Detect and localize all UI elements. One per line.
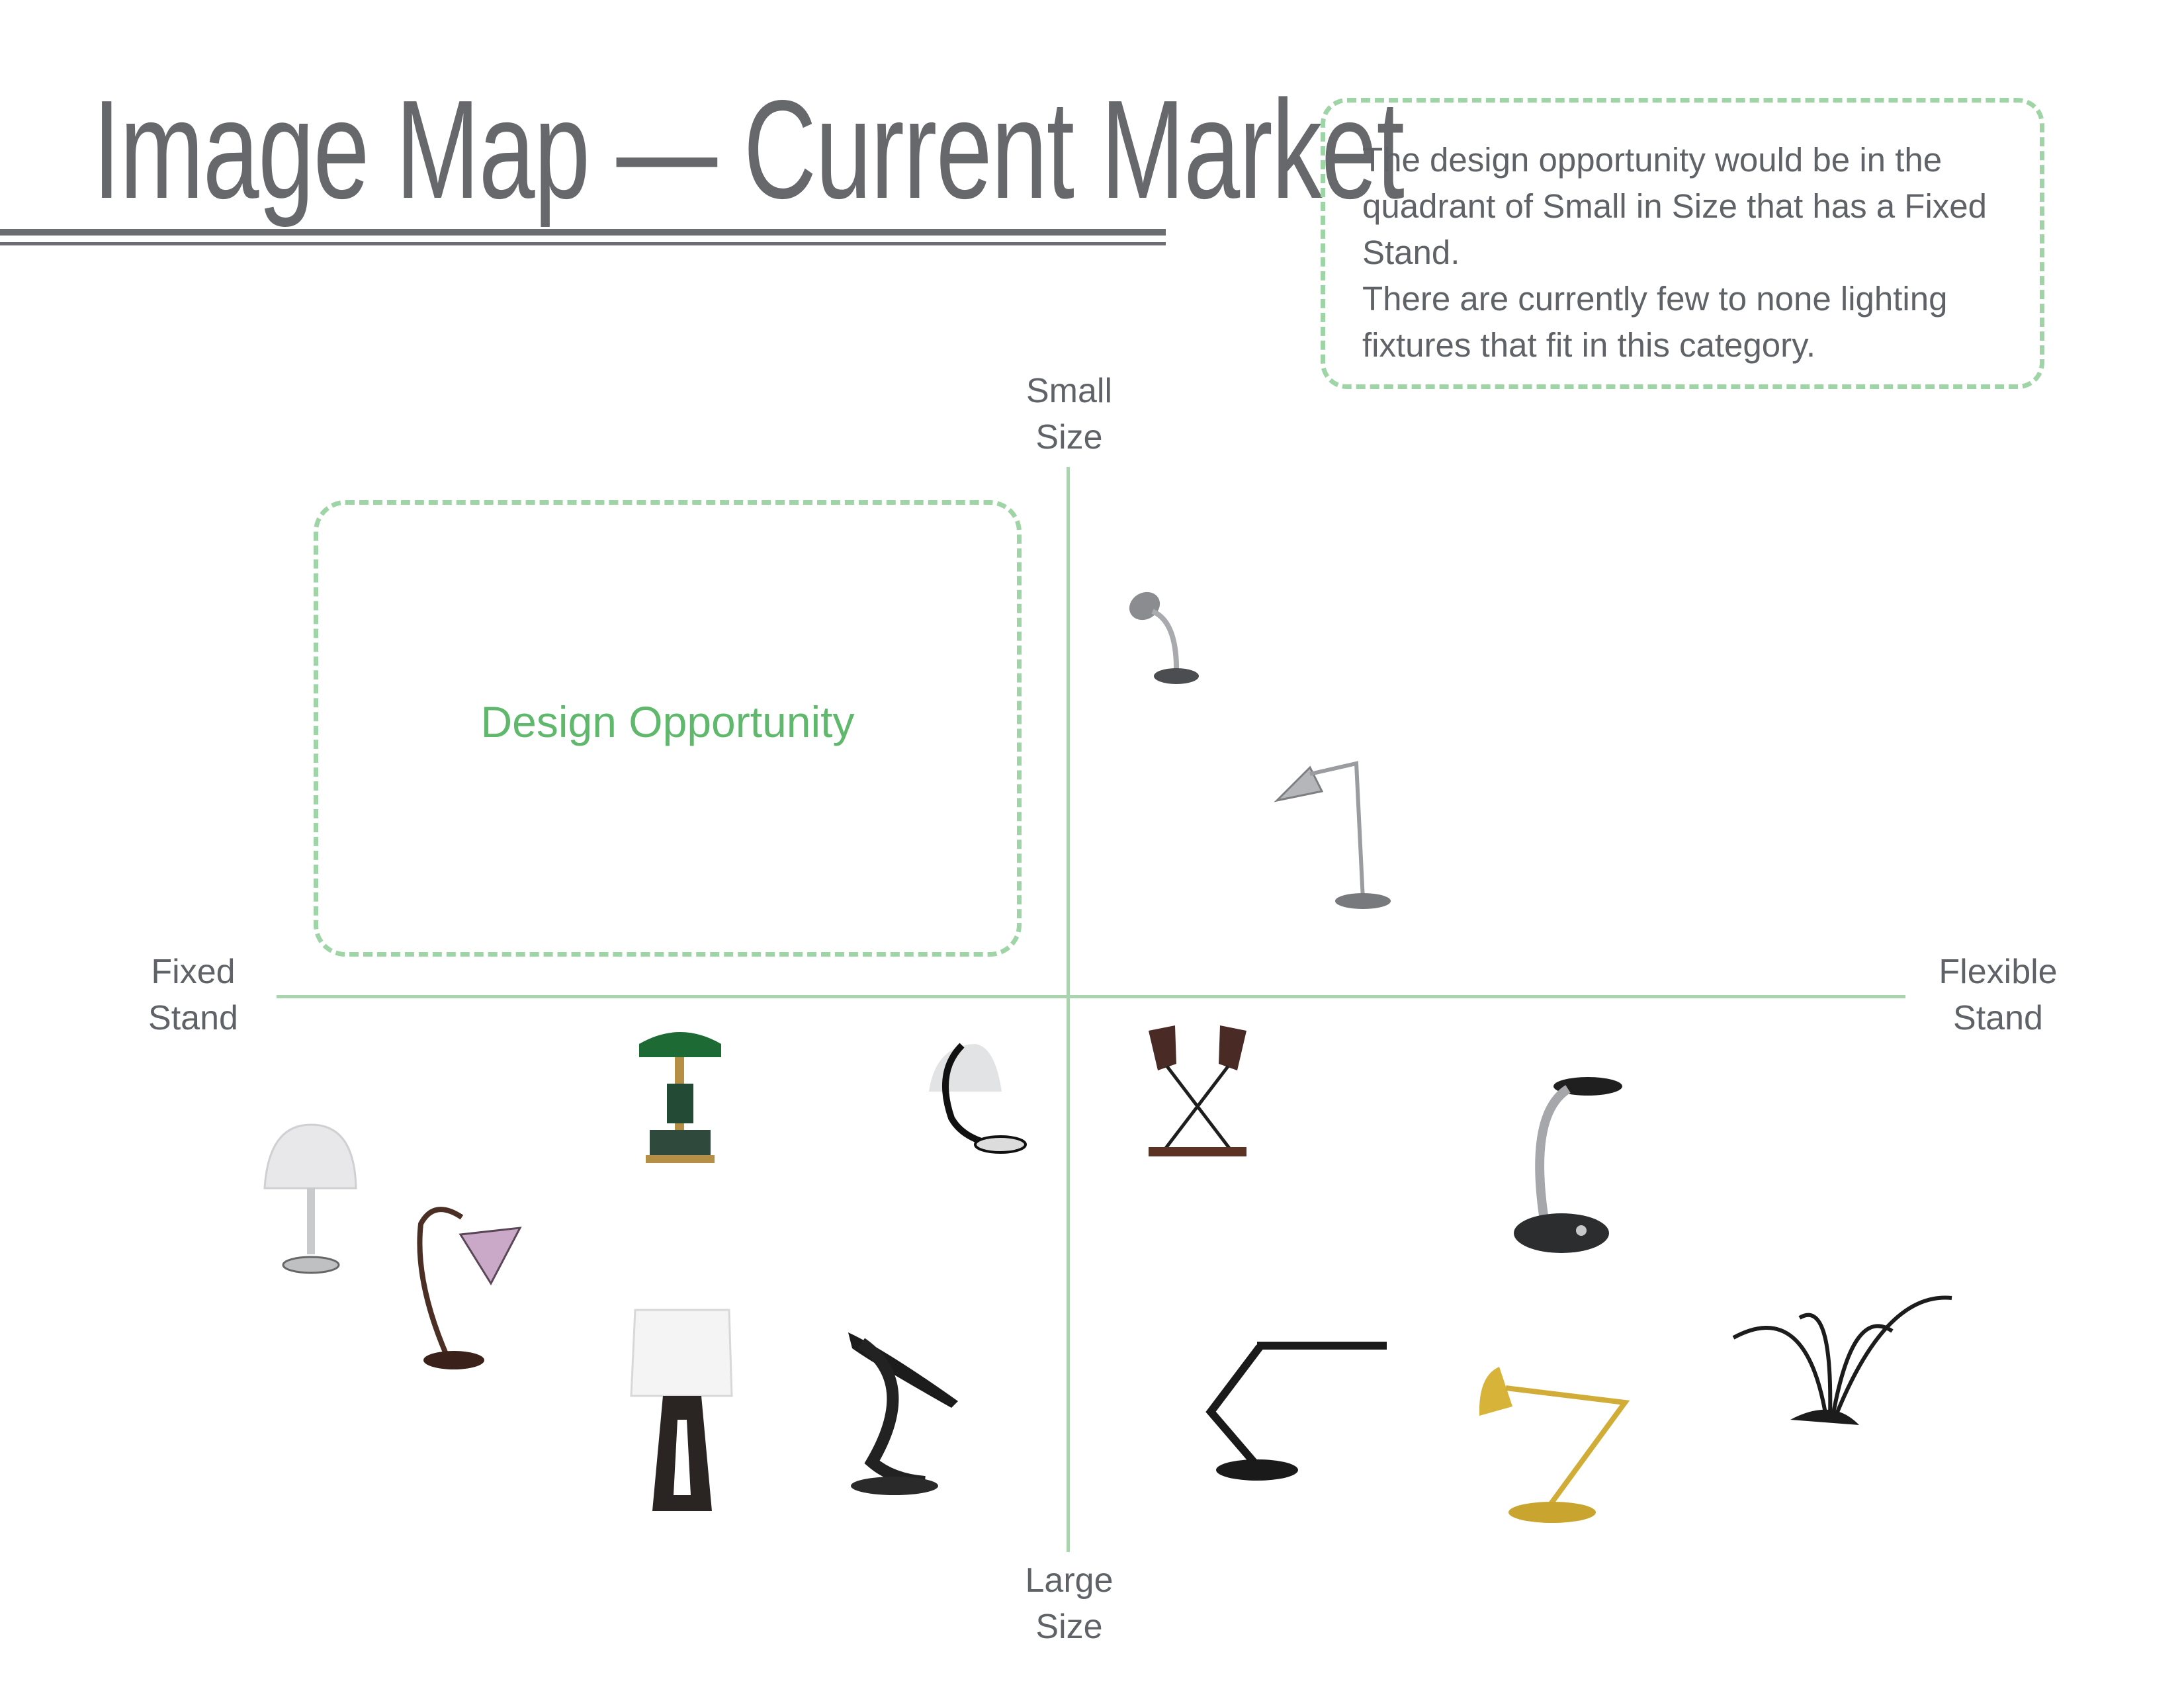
- flexible-gooseneck-led-lamp-icon: [1514, 1077, 1622, 1253]
- crescent-dome-lamp-icon: [929, 1043, 1027, 1154]
- page-title: Image Map — Current Market: [93, 71, 1405, 228]
- axis-label-top: Small Size: [1023, 368, 1115, 460]
- title-underline-thin: [0, 242, 1166, 245]
- opportunity-note: The design opportunity would be in the q…: [1321, 98, 2044, 389]
- axis-label-bottom-line-1: Large: [1025, 1561, 1114, 1600]
- yellow-swing-arm-lamp-icon: [1479, 1367, 1630, 1523]
- axis-label-top-line-1: Small: [1026, 372, 1113, 410]
- design-opportunity-label: Design Opportunity: [480, 697, 855, 746]
- green-bankers-lamp-icon: [639, 1032, 721, 1163]
- twisted-ribbon-lamp-icon: [848, 1332, 958, 1495]
- crossed-double-spot-lamp-icon: [1149, 1025, 1246, 1156]
- axis-label-left-line-2: Stand: [148, 999, 238, 1037]
- axis-label-right-line-1: Flexible: [1939, 953, 2058, 991]
- axis-label-left: Fixed Stand: [132, 949, 254, 1041]
- note-line-1: The design opportunity would be in the q…: [1362, 141, 1987, 271]
- silver-cone-desk-lamp-icon: [1274, 761, 1391, 909]
- white-drum-shade-lamp-icon: [630, 1309, 733, 1511]
- axis-label-bottom: Large Size: [1023, 1557, 1115, 1650]
- axis-label-right: Flexible Stand: [1925, 949, 2071, 1041]
- note-line-2: There are currently few to none lighting…: [1362, 280, 1948, 364]
- axis-label-bottom-line-2: Size: [1035, 1608, 1103, 1646]
- mini-gooseneck-lamp-icon: [1129, 591, 1199, 684]
- black-architect-led-lamp-icon: [1205, 1342, 1387, 1481]
- axis-label-top-line-2: Size: [1035, 418, 1103, 456]
- design-opportunity-zone: Design Opportunity: [314, 500, 1022, 957]
- axis-label-left-line-1: Fixed: [151, 953, 236, 991]
- white-mushroom-lamp-icon: [263, 1123, 357, 1274]
- tiffany-glass-lamp-icon: [417, 1207, 522, 1369]
- title-underline-thick: [0, 229, 1166, 236]
- axis-label-right-line-2: Stand: [1953, 999, 2043, 1037]
- horizontal-axis: [277, 995, 1905, 998]
- multi-arm-spider-lamp-icon: [1732, 1295, 1952, 1425]
- vertical-axis: [1067, 467, 1070, 1552]
